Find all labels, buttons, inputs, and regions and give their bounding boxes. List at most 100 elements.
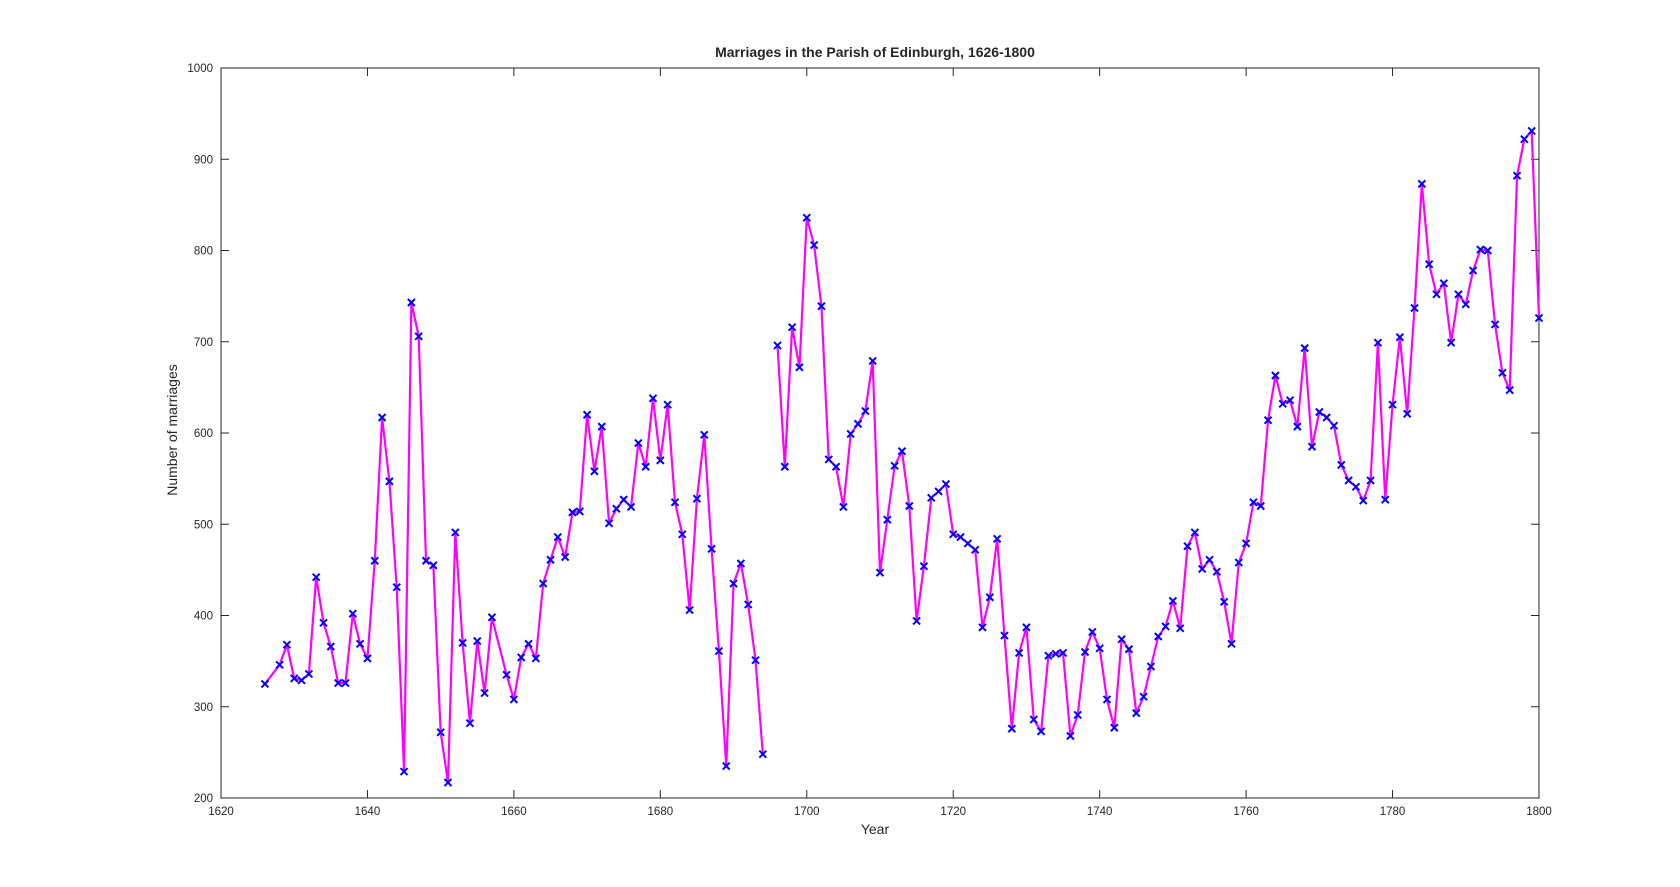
data-point: [1146, 662, 1156, 671]
data-point: [1168, 596, 1178, 606]
data-point: [1395, 332, 1405, 342]
data-point: [970, 545, 980, 555]
data-point: [707, 544, 716, 554]
data-point: [1388, 400, 1397, 409]
data-point: [853, 419, 863, 429]
data-point: [1322, 413, 1331, 422]
data-point: [927, 493, 936, 502]
data-point: [333, 678, 343, 688]
data-point: [700, 430, 709, 440]
data-point: [1095, 644, 1104, 653]
data-point: [912, 616, 921, 626]
data-point: [473, 636, 482, 646]
y-tick-label: 1000: [187, 63, 213, 75]
y-axis-label: Number of marriages: [164, 364, 180, 496]
data-point: [1022, 623, 1031, 632]
data-point: [1066, 731, 1075, 741]
data-point: [626, 502, 636, 512]
data-point: [1359, 496, 1368, 505]
y-tick-label: 900: [194, 154, 213, 166]
data-point: [1044, 651, 1053, 660]
data-point: [663, 400, 672, 409]
data-point: [1263, 416, 1273, 425]
data-point: [1351, 482, 1361, 492]
data-point: [348, 609, 358, 618]
data-point: [1124, 645, 1134, 654]
data-point: [1490, 320, 1500, 329]
data-point: [634, 438, 643, 448]
data-point: [758, 749, 768, 759]
x-tick-label: 1620: [208, 806, 234, 818]
y-tick-label: 200: [194, 793, 213, 805]
data-point: [1520, 134, 1529, 144]
data-point: [458, 638, 467, 648]
data-point: [451, 528, 460, 537]
data-point: [414, 332, 423, 341]
data-point: [809, 240, 819, 250]
data-point: [604, 519, 614, 528]
data-point: [1498, 368, 1507, 377]
data-point: [941, 479, 951, 489]
data-point: [773, 341, 782, 350]
data-point: [1029, 715, 1038, 724]
data-point: [897, 447, 907, 456]
y-tick-label: 600: [194, 428, 213, 440]
data-point: [619, 495, 628, 504]
data-point: [905, 501, 914, 511]
data-point: [1117, 635, 1126, 644]
data-point: [1417, 179, 1427, 189]
data-point: [1483, 246, 1492, 255]
data-point: [1534, 313, 1544, 323]
x-axis-label: Year: [861, 821, 890, 837]
data-point: [1293, 422, 1302, 431]
data-point: [641, 462, 650, 471]
data-point: [1073, 710, 1082, 720]
data-point: [1036, 727, 1046, 736]
data-point: [1410, 303, 1419, 313]
data-point: [1424, 259, 1434, 269]
data-point: [1110, 723, 1119, 732]
y-tick-label: 400: [194, 611, 213, 623]
data-point: [1205, 555, 1214, 565]
data-point: [1315, 407, 1324, 417]
data-point: [722, 761, 731, 771]
data-point: [824, 455, 833, 464]
y-tick-label: 700: [194, 337, 213, 349]
data-point: [787, 322, 797, 332]
chart-title: Marriages in the Parish of Edinburgh, 16…: [715, 44, 1035, 60]
data-point: [1227, 639, 1236, 648]
data-point: [524, 639, 533, 648]
data-point: [802, 213, 811, 222]
data-point: [919, 562, 929, 571]
data-point: [692, 494, 702, 503]
data-point: [1337, 460, 1346, 470]
data-point: [883, 515, 892, 524]
data-point: [1402, 409, 1412, 419]
data-point: [678, 530, 687, 539]
data-point: [1102, 695, 1112, 704]
data-point: [1000, 631, 1009, 640]
data-point: [1476, 245, 1485, 254]
data-point: [795, 363, 804, 372]
data-point: [1219, 597, 1229, 607]
data-point: [531, 654, 541, 663]
data-point: [751, 656, 760, 665]
data-point: [436, 728, 445, 737]
data-point: [487, 613, 497, 622]
data-point: [575, 507, 584, 516]
data-point: [1307, 442, 1317, 451]
data-point: [831, 462, 841, 471]
data-point: [590, 467, 599, 476]
data-point: [1366, 476, 1375, 485]
data-point: [290, 674, 299, 683]
data-point: [1300, 343, 1309, 353]
data-point: [670, 498, 680, 507]
data-point: [538, 579, 548, 588]
data-point: [553, 532, 563, 542]
data-point: [1446, 338, 1456, 347]
data-point: [509, 695, 519, 704]
data-point: [1080, 647, 1090, 657]
data-point: [1381, 495, 1390, 504]
x-tick-label: 1740: [1087, 806, 1113, 818]
data-point: [304, 669, 314, 679]
